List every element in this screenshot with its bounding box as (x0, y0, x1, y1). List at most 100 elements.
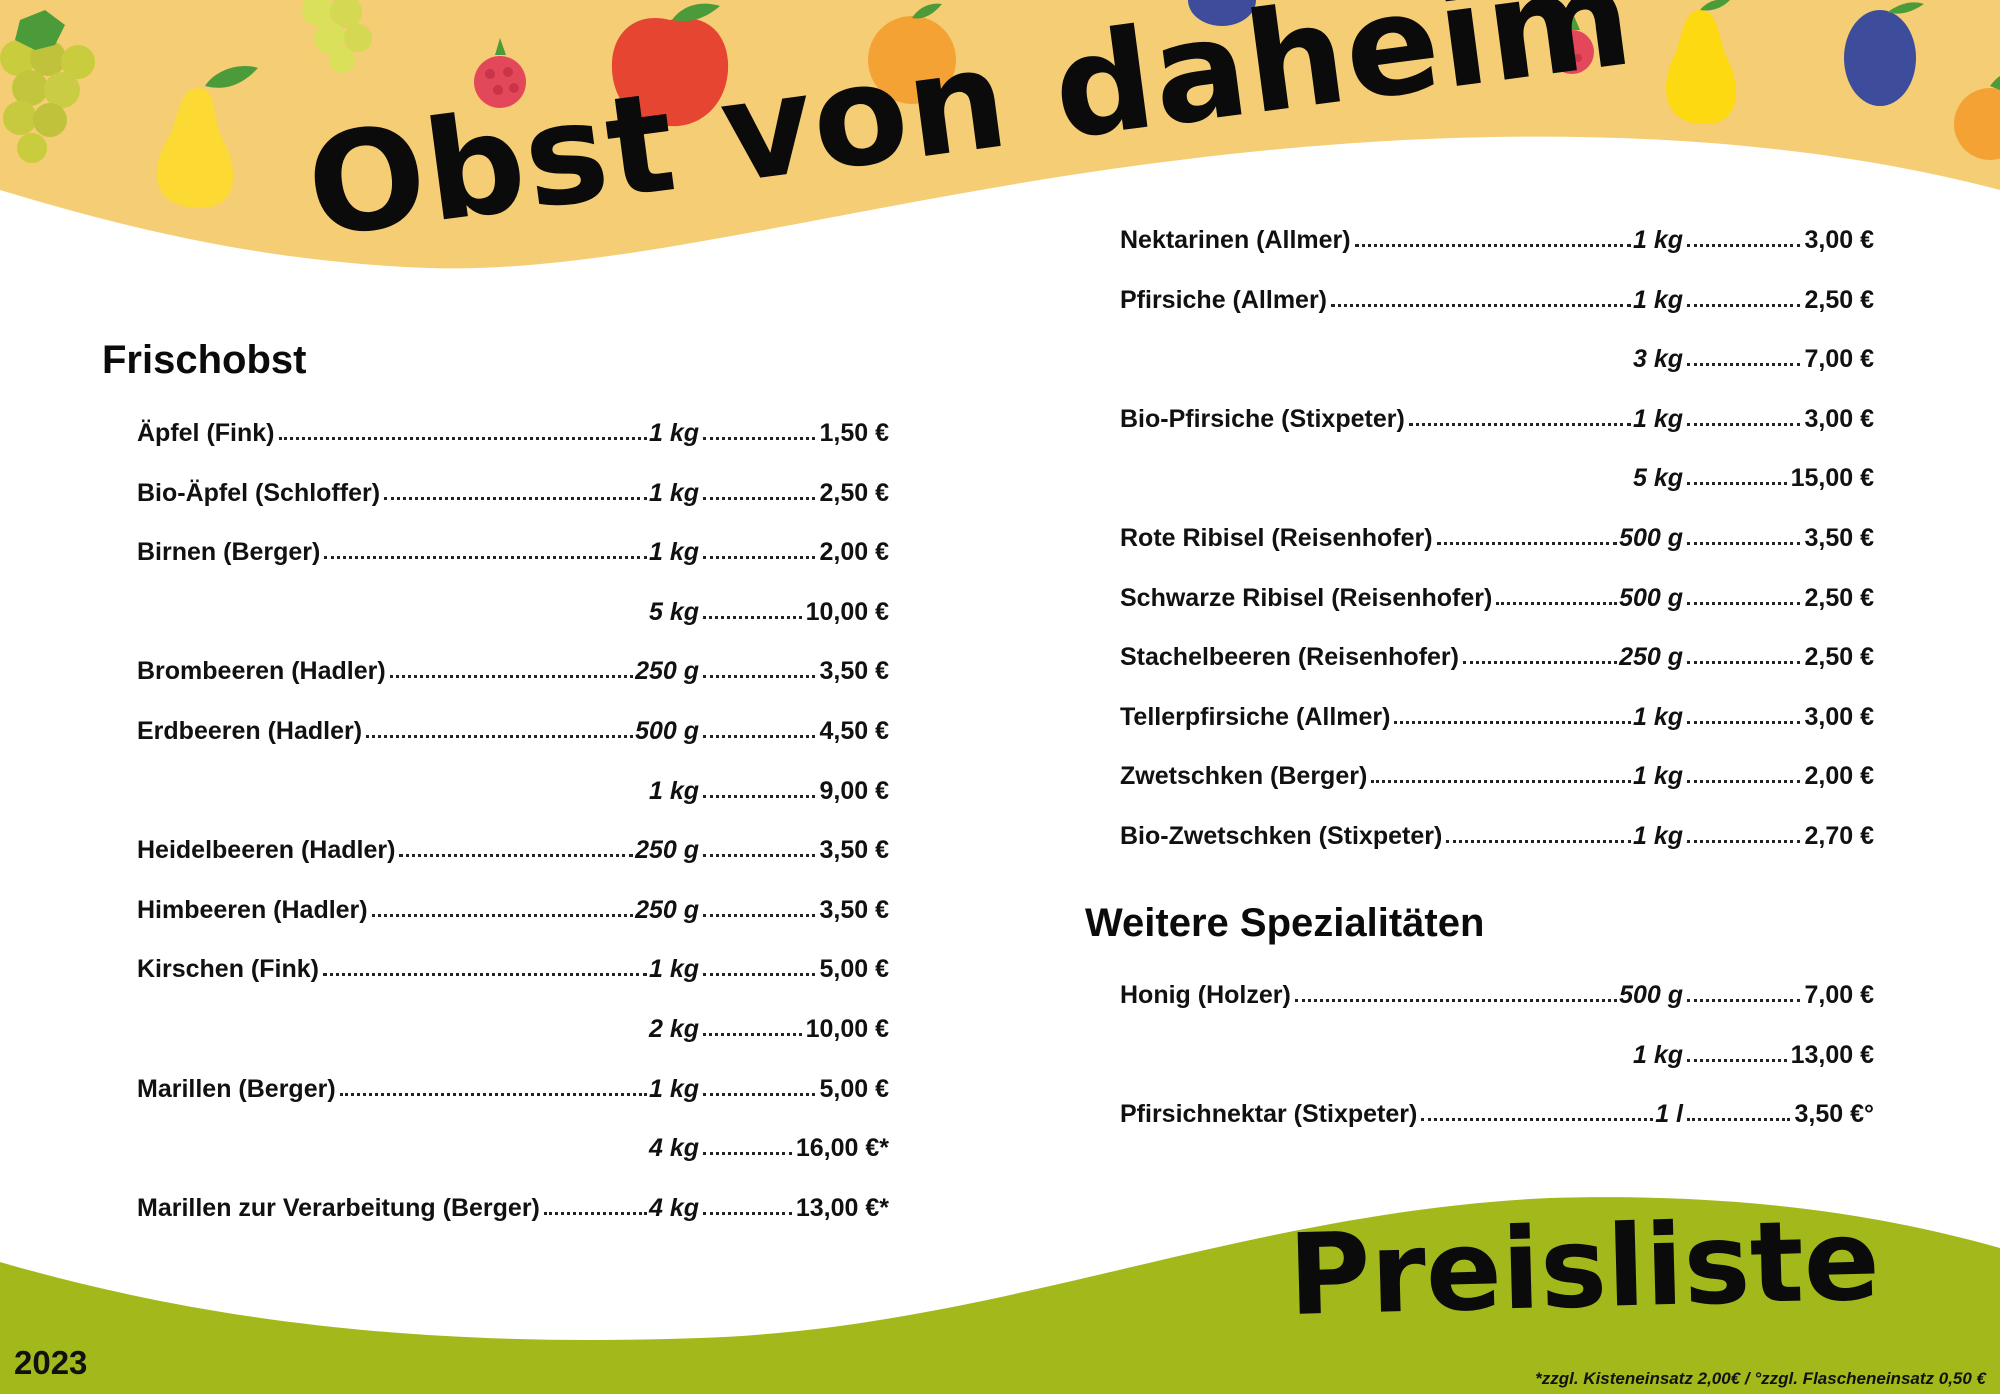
price-row: 1 kg 9,00 € (137, 771, 889, 811)
price-row: 5 kg 15,00 € (1120, 458, 1874, 498)
item-name: Bio-Pfirsiche (Stixpeter) (1120, 404, 1405, 433)
price-row: Schwarze Ribisel (Reisenhofer) 500 g 2,50 … (1120, 578, 1874, 618)
dotted-leader (1295, 999, 1617, 1002)
item-price: 7,00 € (1804, 345, 1874, 374)
dotted-leader (703, 735, 815, 738)
dotted-leader (324, 556, 647, 560)
item-name: Kirschen (Fink) (137, 955, 319, 984)
year-label: 2023 (14, 1344, 88, 1381)
price-row: Bio-Zwetschken (Stixpeter) 1 kg 2,70 € (1120, 816, 1874, 856)
price-row: Nektarinen (Allmer) 1 kg 3,00 € (1120, 220, 1874, 260)
item-price: 10,00 € (805, 1015, 889, 1043)
item-quantity: 250 g (635, 895, 699, 924)
price-row: 5 kg 10,00 € (137, 592, 889, 632)
dotted-leader (1409, 422, 1631, 426)
price-row: Tellerpfirsiche (Allmer) 1 kg 3,00 € (1120, 697, 1874, 737)
dotted-leader (703, 854, 815, 858)
price-row: Bio-Äpfel (Schloffer) 1 kg 2,50 € (137, 473, 889, 513)
price-row: Birnen (Berger) 1 kg 2,00 € (137, 532, 889, 572)
item-name: Honig (Holzer) (1120, 981, 1291, 1009)
dotted-leader (1687, 303, 1800, 307)
item-quantity: 2 kg (648, 1015, 699, 1043)
dotted-leader (544, 1211, 647, 1215)
item-name: Bio-Zwetschken (Stixpeter) (1120, 822, 1443, 850)
price-row: Bio-Pfirsiche (Stixpeter) 1 kg 3,00 € (1120, 399, 1874, 439)
item-name: Birnen (Berger) (137, 538, 321, 567)
dotted-leader (1687, 661, 1800, 665)
item-price: 3,50 €° (1794, 1100, 1874, 1129)
pear-icon (156, 66, 258, 209)
dotted-leader (390, 675, 633, 679)
item-price: 2,50 € (1804, 643, 1874, 672)
raspberry-icon (474, 38, 526, 108)
dotted-leader (1687, 780, 1800, 784)
price-row: Honig (Holzer) 500 g 7,00 € (1120, 975, 1874, 1015)
dotted-leader (703, 1033, 802, 1036)
item-price: 2,00 € (819, 538, 889, 567)
item-price: 2,70 € (1804, 822, 1874, 850)
dotted-leader (703, 437, 815, 440)
item-name: Pfirsichnektar (Stixpeter) (1120, 1100, 1418, 1129)
item-price: 3,50 € (1804, 524, 1874, 552)
item-price: 3,50 € (819, 895, 889, 924)
dotted-leader (703, 913, 815, 917)
dotted-leader (1687, 720, 1800, 724)
item-name: Rote Ribisel (Reisenhofer) (1120, 524, 1433, 552)
dotted-leader (703, 1211, 792, 1215)
item-price: 2,50 € (1804, 285, 1874, 314)
item-quantity: 1 kg (648, 955, 699, 984)
item-name: Zwetschken (Berger) (1120, 762, 1368, 791)
item-price: 1,50 € (819, 419, 889, 447)
item-quantity: 500 g (1619, 981, 1683, 1009)
section-title-frischobst: Frischobst (102, 338, 307, 382)
item-price: 7,00 € (1804, 981, 1874, 1009)
item-price: 13,00 € (1790, 1040, 1874, 1069)
item-quantity: 1 kg (1632, 762, 1683, 791)
section-title-spezialitaeten: Weitere Spezialitäten (1085, 901, 1485, 945)
item-quantity: 500 g (635, 717, 699, 745)
price-row: 1 kg 13,00 € (1120, 1035, 1874, 1075)
item-price: 3,50 € (819, 657, 889, 686)
item-price: 13,00 €* (795, 1193, 889, 1222)
item-name: Pfirsiche (Allmer) (1120, 285, 1328, 314)
dotted-leader (703, 496, 815, 500)
dotted-leader (399, 854, 633, 858)
dotted-leader (1446, 840, 1631, 843)
dotted-leader (372, 913, 633, 917)
dotted-leader (703, 1092, 815, 1096)
dotted-leader (703, 615, 802, 619)
dotted-leader (1394, 720, 1631, 724)
item-quantity: 250 g (635, 836, 699, 865)
item-quantity: 1 kg (648, 419, 699, 447)
item-price: 4,50 € (819, 717, 889, 745)
pear-icon (1666, 0, 1736, 125)
item-quantity: 4 kg (648, 1134, 699, 1163)
item-quantity: 1 kg (1632, 702, 1683, 731)
dotted-leader (1687, 840, 1800, 843)
price-row: Pfirsichnektar (Stixpeter) 1 l 3,50 €° (1120, 1094, 1874, 1134)
item-name: Marillen zur Verarbeitung (Berger) (137, 1193, 540, 1222)
item-quantity: 1 kg (1632, 404, 1683, 433)
item-name: Marillen (Berger) (137, 1074, 336, 1103)
item-price: 3,00 € (1804, 404, 1874, 433)
item-price: 3,50 € (819, 836, 889, 865)
apple-icon (611, 3, 729, 127)
price-row: Heidelbeeren (Hadler) 250 g 3,50 € (137, 830, 889, 870)
footnote: *zzgl. Kisteneinsatz 2,00€ / °zzgl. Flas… (1535, 1369, 1986, 1388)
dotted-leader (1463, 661, 1617, 665)
item-quantity: 1 kg (648, 478, 699, 507)
item-price: 15,00 € (1790, 464, 1874, 493)
price-row: Himbeeren (Hadler) 250 g 3,50 € (137, 890, 889, 930)
item-quantity: 1 l (1655, 1100, 1683, 1129)
item-name: Erdbeeren (Hadler) (137, 717, 363, 745)
item-price: 9,00 € (819, 776, 889, 805)
dotted-leader (703, 556, 815, 560)
dotted-leader (1687, 1118, 1790, 1122)
dotted-leader (384, 496, 647, 500)
dotted-leader (279, 437, 647, 440)
item-name: Nektarinen (Allmer) (1120, 226, 1351, 254)
dotted-leader (1331, 303, 1631, 307)
dotted-leader (1355, 244, 1631, 247)
item-price: 3,00 € (1804, 702, 1874, 731)
